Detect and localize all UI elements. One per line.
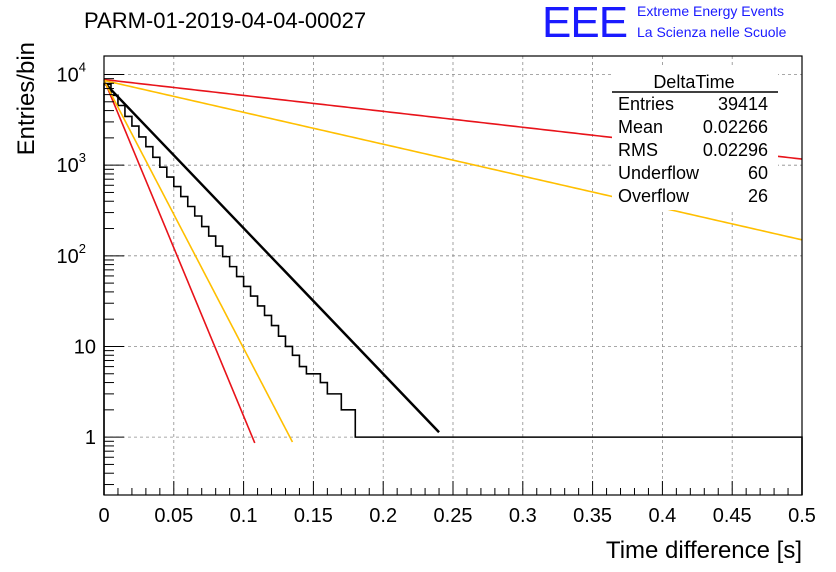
stats-label: RMS: [618, 140, 658, 160]
y-tick-label: 1: [85, 427, 96, 449]
stats-title: DeltaTime: [653, 72, 734, 92]
run-title: PARM-01-2019-04-04-00027: [84, 8, 367, 33]
stats-box: DeltaTime Entries 39414 Mean 0.02266 RMS 0.02…: [612, 66, 778, 210]
eee-logo: EEE: [542, 0, 628, 47]
stats-label: Mean: [618, 117, 663, 137]
histogram-steps: [103, 83, 803, 495]
eee-logo-line2: La Scienza nelle Scuole: [637, 24, 787, 40]
x-tick-label: 0.35: [573, 505, 612, 527]
fit-curve-4: [103, 79, 803, 241]
y-axis-label: Entries/bin: [13, 42, 40, 155]
fit-curve-0: [103, 81, 440, 434]
y-tick-exponent: 4: [79, 60, 86, 75]
stats-value: 0.02266: [703, 117, 768, 137]
x-tick-label: 0.4: [648, 505, 676, 527]
x-tick-label: 0.5: [788, 505, 816, 527]
eee-logo-line1: Extreme Energy Events: [637, 3, 785, 19]
y-tick-label: 102: [57, 241, 86, 268]
fit-curve-2: [103, 80, 294, 443]
histogram: [103, 83, 803, 495]
x-tick-label: 0.1: [230, 505, 258, 527]
x-tick-label: 0.3: [509, 505, 537, 527]
stats-value: 39414: [718, 94, 768, 114]
y-tick-label: 103: [57, 150, 86, 177]
x-tick-label: 0.45: [713, 505, 752, 527]
stats-value: 26: [748, 186, 768, 206]
stats-label: Underflow: [618, 163, 700, 183]
x-axis-label: Time difference [s]: [606, 537, 802, 564]
stats-value: 0.02296: [703, 140, 768, 160]
stats-label: Entries: [618, 94, 674, 114]
y-tick-exponent: 2: [79, 241, 86, 256]
x-tick-label: 0: [98, 505, 109, 527]
x-tick-label: 0.05: [154, 505, 193, 527]
y-tick-exponent: 3: [79, 150, 86, 165]
x-tick-label: 0.15: [294, 505, 333, 527]
y-tick-label: 10: [74, 336, 96, 358]
axis-ticks: [103, 74, 803, 495]
fit-curve-1: [103, 79, 256, 444]
stats-label: Overflow: [618, 186, 690, 206]
x-tick-label: 0.2: [369, 505, 397, 527]
axis-tick-labels: 0 0.05 0.1 0.15 0.2 0.25 0.3 0.35 0.4 0.45 0.5 1 10 1…: [57, 60, 816, 527]
stats-value: 60: [748, 163, 768, 183]
y-tick-label: 104: [57, 60, 86, 87]
x-tick-label: 0.25: [434, 505, 473, 527]
